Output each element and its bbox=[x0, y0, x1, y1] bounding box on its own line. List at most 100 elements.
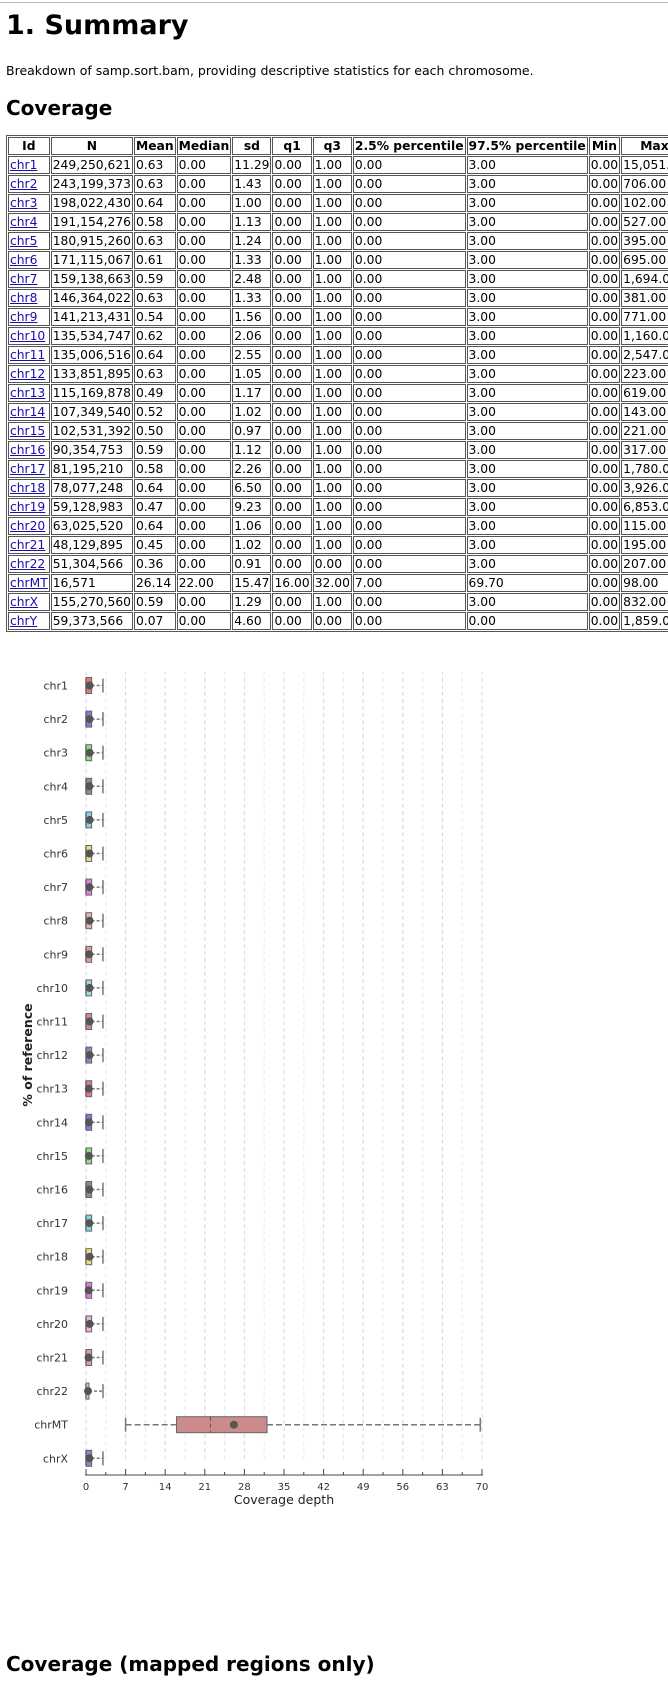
table-cell: 1.00 bbox=[312, 308, 352, 326]
table-cell: 102.00 bbox=[621, 194, 668, 212]
table-cell: 706.00 bbox=[621, 175, 668, 193]
table-cell: 15,051.00 bbox=[621, 156, 668, 174]
chromosome-link[interactable]: chr4 bbox=[10, 215, 38, 229]
table-cell: 0.00 bbox=[176, 441, 232, 459]
chromosome-link[interactable]: chrX bbox=[10, 595, 39, 609]
table-cell: 1.00 bbox=[312, 441, 352, 459]
table-cell: 78,077,248 bbox=[50, 479, 133, 497]
table-row: chr9 141,213,431 0.54 0.00 1.56 0.00 1.00 0.00 3… bbox=[8, 308, 668, 326]
chromosome-link[interactable]: chr10 bbox=[10, 329, 46, 343]
chromosome-link[interactable]: chr15 bbox=[10, 424, 46, 438]
table-cell: 1.05 bbox=[232, 365, 272, 383]
table-cell: 3.00 bbox=[466, 441, 588, 459]
table-cell: 1.00 bbox=[312, 517, 352, 535]
table-cell: 221.00 bbox=[621, 422, 668, 440]
chromosome-link[interactable]: chr12 bbox=[10, 367, 46, 381]
table-cell: 0.36 bbox=[133, 555, 176, 573]
table-cell: 3.00 bbox=[466, 232, 588, 250]
table-cell: 0.62 bbox=[133, 327, 176, 345]
table-cell: 98.00 bbox=[621, 574, 668, 592]
table-cell: 3.00 bbox=[466, 536, 588, 554]
table-row: chr20 63,025,520 0.64 0.00 1.06 0.00 1.00 0.00 3… bbox=[8, 517, 668, 535]
intro-text: Breakdown of samp.sort.bam, providing de… bbox=[6, 63, 534, 78]
table-cell: 0.00 bbox=[588, 517, 621, 535]
chromosome-link[interactable]: chr19 bbox=[10, 500, 46, 514]
table-cell: 381.00 bbox=[621, 289, 668, 307]
chromosome-link[interactable]: chrMT bbox=[10, 576, 48, 590]
table-cell: 0.00 bbox=[352, 479, 466, 497]
column-header: 2.5% percentile bbox=[352, 137, 466, 155]
column-header: q1 bbox=[272, 137, 312, 155]
table-cell: 1.00 bbox=[312, 270, 352, 288]
x-tick-label: 28 bbox=[238, 1482, 251, 1493]
chromosome-link[interactable]: chr3 bbox=[10, 196, 38, 210]
chromosome-link[interactable]: chr20 bbox=[10, 519, 46, 533]
x-tick-label: 21 bbox=[198, 1482, 211, 1493]
table-cell: 0.58 bbox=[133, 213, 176, 231]
column-header: N bbox=[50, 137, 133, 155]
table-cell: 0.00 bbox=[272, 479, 312, 497]
x-axis-title: Coverage depth bbox=[234, 1492, 334, 1507]
table-cell: 0.00 bbox=[352, 346, 466, 364]
mean-marker bbox=[84, 1353, 93, 1362]
chromosome-link[interactable]: chr11 bbox=[10, 348, 46, 362]
coverage-boxplot: chr1 chr2 chr3 chr4 chr5 chr6 chr7 chr8 chr9 chr1… bbox=[20, 672, 488, 1507]
chromosome-link[interactable]: chr8 bbox=[10, 291, 38, 305]
chromosome-link[interactable]: chr16 bbox=[10, 443, 46, 457]
chromosome-link[interactable]: chr13 bbox=[10, 386, 46, 400]
category-label: chr11 bbox=[36, 1016, 68, 1029]
table-cell: 1.00 bbox=[312, 327, 352, 345]
table-cell: 180,915,260 bbox=[50, 232, 133, 250]
table-cell: 63,025,520 bbox=[50, 517, 133, 535]
table-cell: 0.00 bbox=[272, 460, 312, 478]
table-cell: 3.00 bbox=[466, 384, 588, 402]
chromosome-link[interactable]: chr17 bbox=[10, 462, 46, 476]
table-cell: 51,304,566 bbox=[50, 555, 133, 573]
table-cell: 1.00 bbox=[232, 194, 272, 212]
table-cell: 1.33 bbox=[232, 251, 272, 269]
table-cell: 26.14 bbox=[133, 574, 176, 592]
chromosome-link[interactable]: chr18 bbox=[10, 481, 46, 495]
chromosome-link[interactable]: chr1 bbox=[10, 158, 38, 172]
table-cell: 1.00 bbox=[312, 365, 352, 383]
mean-marker bbox=[84, 1151, 93, 1160]
table-cell: 155,270,560 bbox=[50, 593, 133, 611]
table-cell: 0.00 bbox=[176, 270, 232, 288]
table-cell: 0.00 bbox=[272, 308, 312, 326]
table-cell: 0.00 bbox=[352, 194, 466, 212]
mean-marker bbox=[85, 849, 94, 858]
mean-marker bbox=[85, 1252, 94, 1261]
table-cell: 1.00 bbox=[312, 251, 352, 269]
column-header: sd bbox=[232, 137, 272, 155]
table-cell: 59,128,983 bbox=[50, 498, 133, 516]
table-cell: 146,364,022 bbox=[50, 289, 133, 307]
table-cell: 3.00 bbox=[466, 498, 588, 516]
chromosome-id-cell: chrY bbox=[8, 612, 50, 630]
chromosome-link[interactable]: chr5 bbox=[10, 234, 38, 248]
category-label: chr14 bbox=[36, 1116, 68, 1129]
category-label: chr18 bbox=[36, 1251, 68, 1264]
table-cell: 0.00 bbox=[352, 612, 466, 630]
table-cell: 0.00 bbox=[588, 346, 621, 364]
chromosome-link[interactable]: chr9 bbox=[10, 310, 38, 324]
table-cell: 3.00 bbox=[466, 251, 588, 269]
chromosome-link[interactable]: chr2 bbox=[10, 177, 38, 191]
table-cell: 9.23 bbox=[232, 498, 272, 516]
category-label: chr16 bbox=[36, 1184, 68, 1197]
table-cell: 3.00 bbox=[466, 175, 588, 193]
chromosome-link[interactable]: chr7 bbox=[10, 272, 38, 286]
table-cell: 1.29 bbox=[232, 593, 272, 611]
table-row: chr21 48,129,895 0.45 0.00 1.02 0.00 1.00 0.00 3… bbox=[8, 536, 668, 554]
chromosome-id-cell: chr8 bbox=[8, 289, 50, 307]
chromosome-link[interactable]: chr21 bbox=[10, 538, 46, 552]
table-cell: 1,780.00 bbox=[621, 460, 668, 478]
chromosome-link[interactable]: chr22 bbox=[10, 557, 46, 571]
mean-marker bbox=[85, 715, 94, 724]
table-cell: 1.13 bbox=[232, 213, 272, 231]
table-cell: 0.00 bbox=[272, 498, 312, 516]
chromosome-link[interactable]: chrY bbox=[10, 614, 38, 628]
table-cell: 0.00 bbox=[588, 365, 621, 383]
chromosome-link[interactable]: chr14 bbox=[10, 405, 46, 419]
chromosome-link[interactable]: chr6 bbox=[10, 253, 38, 267]
table-row: chr11 135,006,516 0.64 0.00 2.55 0.00 1.00 0.00… bbox=[8, 346, 668, 364]
